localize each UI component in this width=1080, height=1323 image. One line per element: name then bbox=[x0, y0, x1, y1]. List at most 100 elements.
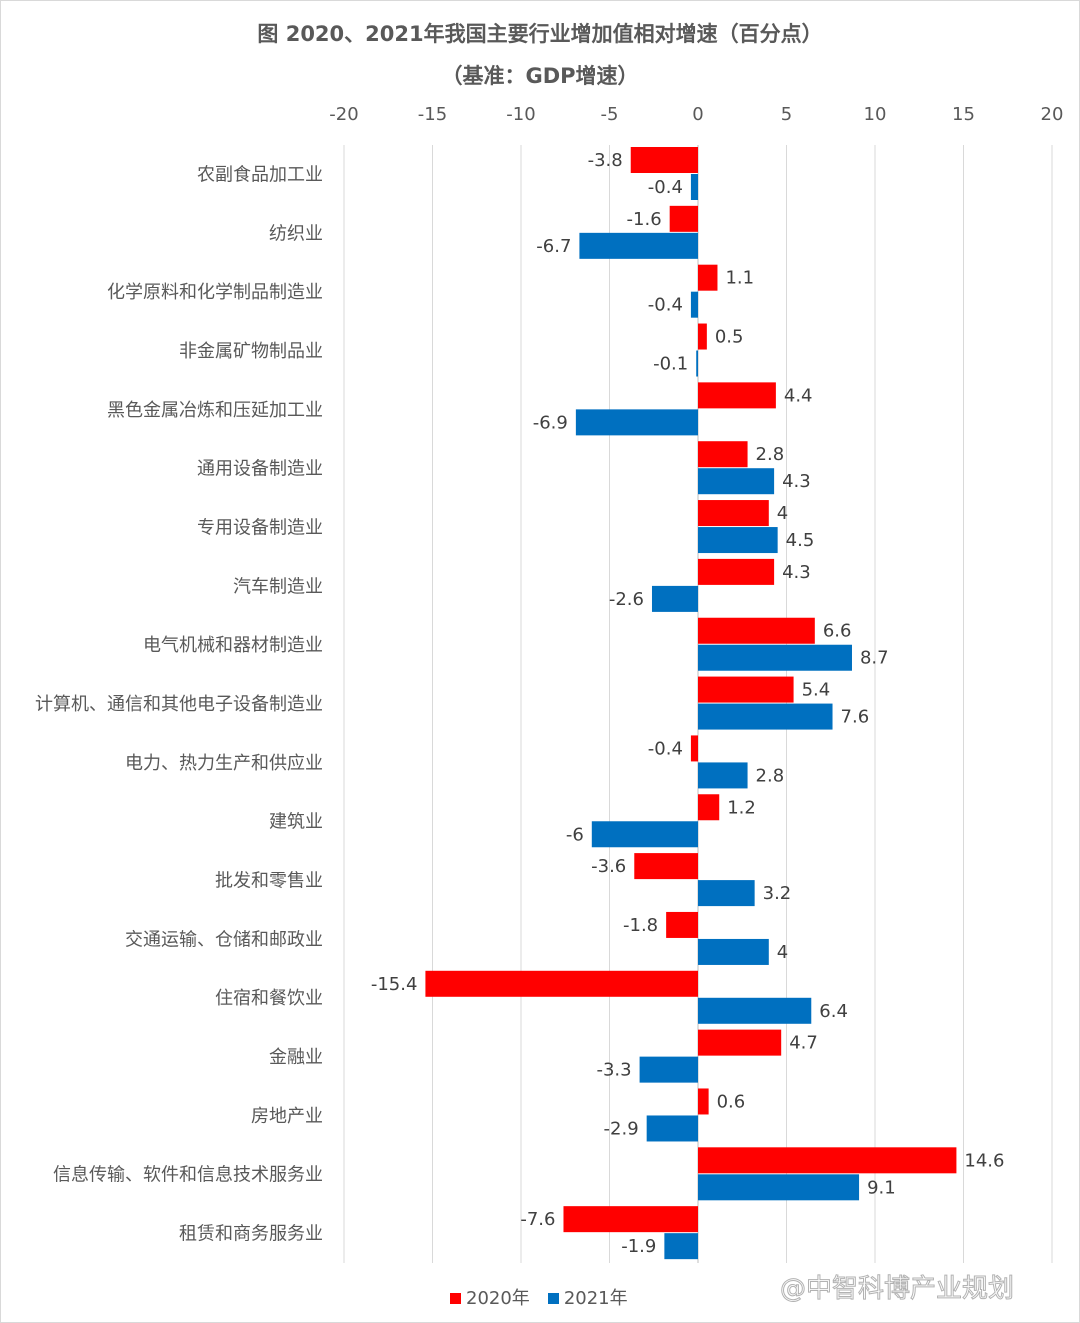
data-label: -6 bbox=[566, 824, 584, 845]
bar-2020年 bbox=[669, 205, 698, 232]
category-label: 交通运输、仓储和邮政业 bbox=[125, 929, 323, 950]
bar-2020年 bbox=[666, 911, 698, 938]
bar-2021年 bbox=[591, 821, 698, 848]
legend: 2020年 2021年 bbox=[450, 1284, 628, 1310]
bar-2021年 bbox=[698, 997, 812, 1024]
data-label: 9.1 bbox=[867, 1177, 896, 1198]
bar-2021年 bbox=[579, 232, 698, 259]
data-label: 14.6 bbox=[964, 1150, 1004, 1171]
bar-2021年 bbox=[698, 468, 775, 495]
bar-2021年 bbox=[698, 880, 755, 907]
x-tick-label: 5 bbox=[781, 104, 792, 125]
legend-label: 2021年 bbox=[563, 1288, 628, 1309]
bar-2020年 bbox=[634, 853, 698, 880]
bar-2020年 bbox=[425, 970, 698, 997]
data-label: 1.2 bbox=[727, 797, 756, 818]
bar-2020年 bbox=[698, 1147, 957, 1174]
x-tick-label: 10 bbox=[864, 104, 887, 125]
bar-2020年 bbox=[698, 264, 718, 291]
category-label: 租赁和商务服务业 bbox=[179, 1224, 323, 1245]
legend-item-2020: 2020年 bbox=[450, 1284, 530, 1310]
data-label: -3.3 bbox=[596, 1060, 631, 1081]
data-label: 4.3 bbox=[782, 562, 811, 583]
bar-2020年 bbox=[698, 323, 707, 350]
legend-swatch bbox=[547, 1293, 559, 1304]
data-label: -15.4 bbox=[371, 974, 418, 995]
bar-2021年 bbox=[575, 409, 698, 436]
category-label: 建筑业 bbox=[269, 812, 323, 833]
data-label: -0.1 bbox=[653, 354, 688, 375]
bar-2021年 bbox=[690, 174, 698, 200]
data-label: -1.6 bbox=[627, 209, 662, 230]
chart-title: 图 2020、2021年我国主要行业增加值相对增速（百分点） bbox=[257, 22, 823, 46]
x-tick-label: -15 bbox=[418, 104, 447, 125]
category-label: 通用设备制造业 bbox=[197, 459, 323, 480]
bar-2020年 bbox=[698, 382, 776, 409]
x-tick-label: 15 bbox=[952, 104, 975, 125]
data-label: 4.4 bbox=[784, 385, 813, 406]
bar-2020年 bbox=[698, 676, 794, 703]
bar-2021年 bbox=[696, 350, 698, 377]
data-label: 6.4 bbox=[819, 1001, 848, 1022]
data-label: 4 bbox=[777, 942, 788, 963]
bar-2020年 bbox=[698, 441, 748, 468]
x-tick-label: -10 bbox=[506, 104, 535, 125]
bar-2020年 bbox=[698, 558, 775, 585]
data-label: 2.8 bbox=[756, 765, 785, 786]
data-label: 0.6 bbox=[717, 1091, 746, 1112]
data-label: -6.9 bbox=[533, 412, 568, 433]
data-label: -0.4 bbox=[648, 295, 683, 316]
x-tick-label: -20 bbox=[329, 104, 358, 125]
category-label: 专用设备制造业 bbox=[197, 517, 323, 538]
bar-2021年 bbox=[698, 527, 778, 554]
category-label: 电力、热力生产和供应业 bbox=[125, 753, 323, 774]
category-label: 农副食品加工业 bbox=[197, 164, 323, 185]
bar-2021年 bbox=[698, 703, 833, 730]
data-label: -6.7 bbox=[536, 236, 571, 257]
x-tick-label: 20 bbox=[1041, 104, 1064, 125]
watermark: @中智科博产业规划 bbox=[779, 1274, 1015, 1305]
category-label: 房地产业 bbox=[251, 1106, 323, 1127]
bar-2021年 bbox=[664, 1233, 698, 1260]
data-label: 5.4 bbox=[802, 680, 831, 701]
x-tick-label: 0 bbox=[692, 104, 703, 125]
category-label: 汽车制造业 bbox=[233, 576, 323, 597]
data-label: -3.6 bbox=[591, 856, 626, 877]
data-label: -2.6 bbox=[609, 589, 644, 610]
data-label: 4 bbox=[777, 503, 788, 524]
category-label: 黑色金属冶炼和压延加工业 bbox=[107, 400, 323, 421]
data-label: -3.8 bbox=[588, 150, 623, 171]
data-label: -0.4 bbox=[648, 177, 683, 198]
bar-2020年 bbox=[690, 735, 698, 762]
legend-item-2021: 2021年 bbox=[547, 1284, 628, 1310]
data-label: 8.7 bbox=[860, 648, 889, 669]
category-label: 计算机、通信和其他电子设备制造业 bbox=[35, 694, 323, 715]
data-label: 4.5 bbox=[786, 530, 815, 551]
data-label: 0.5 bbox=[715, 327, 744, 348]
bar-2021年 bbox=[698, 644, 852, 671]
data-label: -0.4 bbox=[648, 738, 683, 759]
bar-2020年 bbox=[698, 500, 769, 527]
bar-2021年 bbox=[698, 1174, 860, 1201]
bar-2021年 bbox=[639, 1056, 698, 1083]
bar-2020年 bbox=[563, 1206, 698, 1233]
legend-label: 2020年 bbox=[466, 1288, 530, 1309]
data-label: 7.6 bbox=[841, 707, 870, 728]
bar-2020年 bbox=[698, 617, 815, 644]
chart-subtitle: （基准：GDP增速） bbox=[441, 64, 639, 88]
bar-2021年 bbox=[651, 585, 698, 612]
category-label: 非金属矿物制品业 bbox=[179, 341, 323, 362]
bar-2021年 bbox=[690, 291, 698, 318]
data-label: 6.6 bbox=[823, 621, 852, 642]
category-label: 化学原料和化学制品制造业 bbox=[107, 282, 323, 303]
x-tick-label: -5 bbox=[601, 104, 619, 125]
data-label: -1.9 bbox=[621, 1236, 656, 1257]
bar-2020年 bbox=[698, 1029, 782, 1056]
legend-swatch bbox=[450, 1293, 461, 1304]
data-label: 4.3 bbox=[782, 471, 811, 492]
data-label: 2.8 bbox=[756, 444, 785, 465]
category-label: 电气机械和器材制造业 bbox=[143, 635, 323, 656]
category-label: 金融业 bbox=[269, 1047, 323, 1068]
bar-2020年 bbox=[630, 147, 698, 173]
